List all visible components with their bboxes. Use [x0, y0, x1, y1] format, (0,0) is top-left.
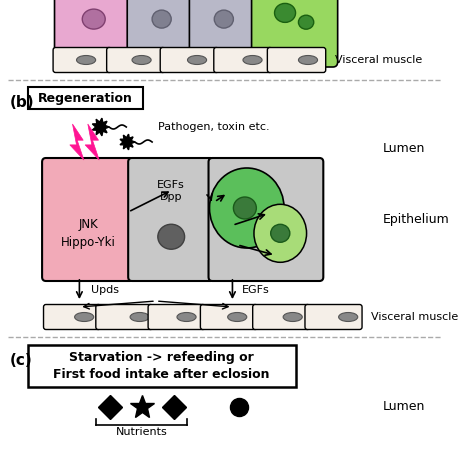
Ellipse shape [338, 312, 358, 321]
FancyBboxPatch shape [28, 345, 296, 387]
Polygon shape [70, 124, 84, 160]
Text: EGFs: EGFs [242, 285, 270, 295]
FancyBboxPatch shape [267, 47, 326, 73]
Ellipse shape [271, 224, 290, 242]
Text: Nutrients: Nutrients [116, 427, 167, 437]
Ellipse shape [132, 55, 151, 64]
Ellipse shape [254, 204, 307, 262]
Polygon shape [85, 124, 99, 160]
Text: (c): (c) [9, 353, 32, 368]
Ellipse shape [299, 55, 318, 64]
FancyBboxPatch shape [42, 158, 134, 281]
Text: EGFs
Dpp: EGFs Dpp [157, 180, 185, 201]
Ellipse shape [177, 312, 196, 321]
Text: Visceral muscle: Visceral muscle [335, 55, 422, 65]
Ellipse shape [214, 10, 233, 28]
Polygon shape [92, 118, 109, 136]
Text: Lumen: Lumen [383, 143, 425, 155]
FancyBboxPatch shape [253, 304, 310, 329]
Ellipse shape [152, 10, 171, 28]
FancyBboxPatch shape [107, 47, 165, 73]
FancyBboxPatch shape [28, 87, 143, 109]
FancyBboxPatch shape [305, 304, 362, 329]
FancyBboxPatch shape [44, 304, 100, 329]
FancyBboxPatch shape [55, 0, 133, 67]
FancyBboxPatch shape [96, 304, 153, 329]
FancyBboxPatch shape [214, 47, 272, 73]
Text: Starvation -> refeeding or
First food intake after eclosion: Starvation -> refeeding or First food in… [54, 351, 270, 381]
Text: Regeneration: Regeneration [38, 91, 133, 104]
FancyBboxPatch shape [160, 47, 219, 73]
FancyBboxPatch shape [128, 158, 214, 281]
Ellipse shape [233, 197, 256, 219]
FancyBboxPatch shape [190, 0, 258, 67]
FancyBboxPatch shape [209, 158, 323, 281]
Ellipse shape [74, 312, 94, 321]
Ellipse shape [130, 312, 149, 321]
Text: (b): (b) [9, 95, 34, 110]
Ellipse shape [158, 224, 184, 249]
Text: Epithelium: Epithelium [383, 213, 449, 226]
Ellipse shape [243, 55, 262, 64]
Ellipse shape [274, 3, 296, 22]
Ellipse shape [76, 55, 96, 64]
Ellipse shape [228, 312, 247, 321]
Ellipse shape [82, 9, 105, 29]
Ellipse shape [283, 312, 302, 321]
FancyBboxPatch shape [148, 304, 205, 329]
Text: Visceral muscle: Visceral muscle [371, 312, 458, 322]
FancyBboxPatch shape [127, 0, 196, 67]
Ellipse shape [210, 168, 284, 248]
Ellipse shape [299, 15, 314, 29]
FancyBboxPatch shape [201, 304, 257, 329]
FancyBboxPatch shape [252, 0, 337, 67]
Text: Pathogen, toxin etc.: Pathogen, toxin etc. [158, 122, 269, 132]
Text: Lumen: Lumen [383, 401, 425, 413]
Polygon shape [120, 134, 135, 150]
Text: JNK
Hippo-Yki: JNK Hippo-Yki [61, 218, 116, 249]
Ellipse shape [188, 55, 207, 64]
Text: Upds: Upds [91, 285, 119, 295]
FancyBboxPatch shape [53, 47, 111, 73]
